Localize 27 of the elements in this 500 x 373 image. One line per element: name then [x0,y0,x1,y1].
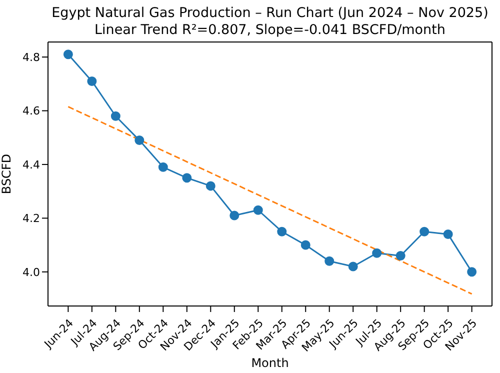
point [134,136,144,146]
point [206,181,216,191]
y-tick-label: 4.8 [22,50,40,64]
point [87,76,97,86]
x-axis-title: Month [251,356,289,370]
point [348,262,358,272]
y-tick-label: 4.6 [22,104,40,118]
point [396,251,406,261]
chart-subtitle: Linear Trend R²=0.807, Slope=-0.041 BSCFD/month [94,22,446,39]
point [443,230,453,240]
point [420,226,430,236]
point [277,226,287,236]
point [324,256,334,266]
y-tick-label: 4.2 [22,212,40,226]
point [467,267,477,277]
y-tick-label: 4.0 [22,266,40,279]
chart-title: Egypt Natural Gas Production – Run Chart (Jun 2024 – Nov 2025) [50,5,490,22]
point [110,111,120,121]
point [63,50,73,60]
point [230,210,240,220]
y-tick-label: 4.4 [22,158,40,172]
y-axis-title: BSCFD [0,154,14,194]
point [300,240,310,250]
point [182,173,192,183]
point [158,162,168,172]
point [253,205,263,215]
point [372,248,382,258]
